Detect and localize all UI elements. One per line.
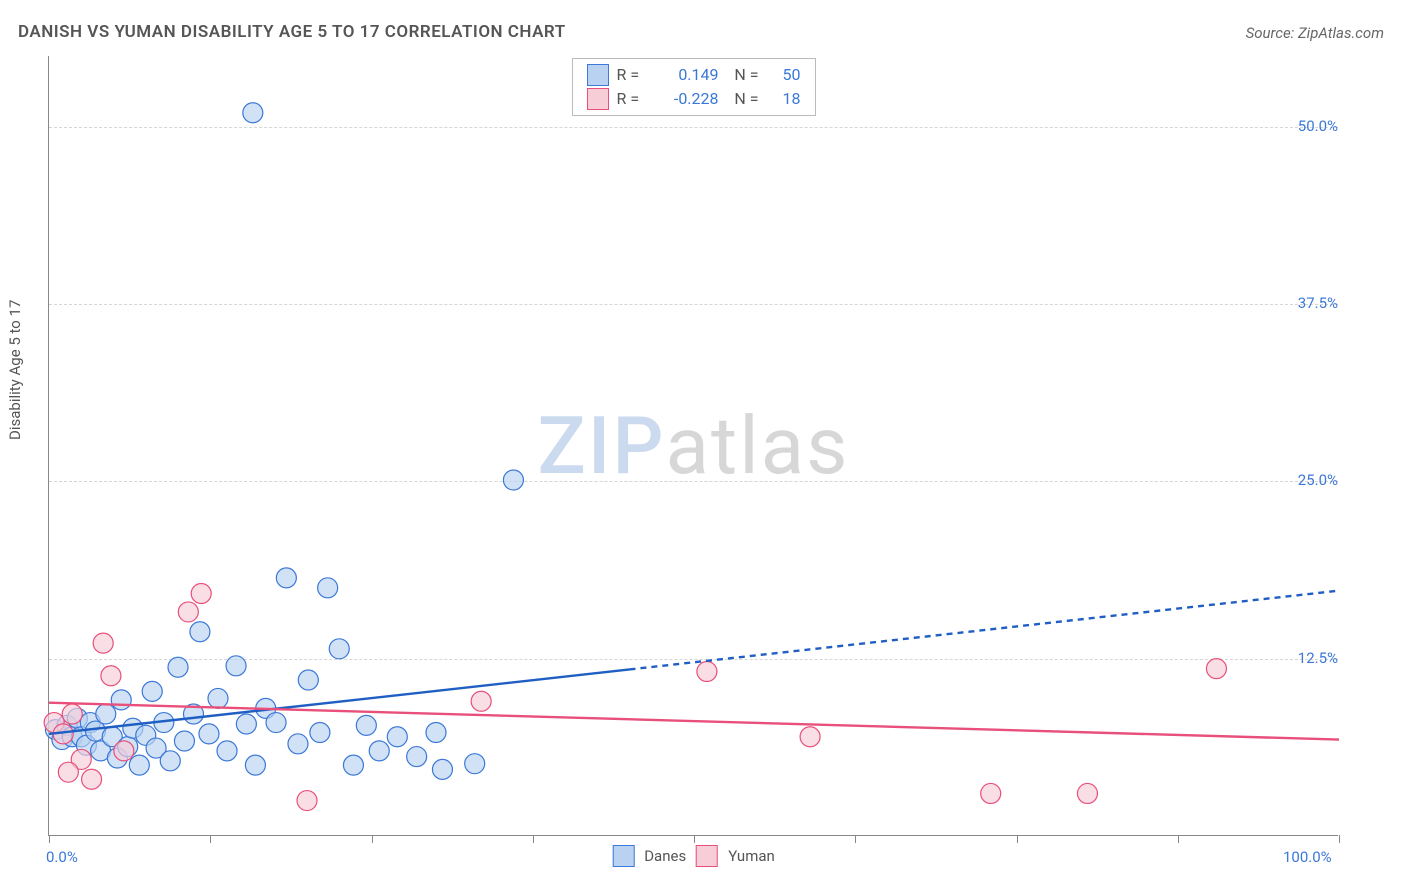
y-tick-label: 12.5% — [1278, 649, 1338, 667]
scatter-point — [266, 713, 286, 733]
legend-row: R = 0.149 N = 50 — [587, 63, 801, 87]
series-legend: Danes Yuman — [612, 845, 775, 867]
correlation-legend: R = 0.149 N = 50 R = -0.228 N = 18 — [572, 58, 816, 116]
scatter-point — [114, 741, 134, 761]
scatter-svg — [49, 56, 1338, 835]
legend-swatch — [587, 88, 609, 110]
scatter-point — [471, 691, 491, 711]
legend-text: R = — [617, 87, 649, 111]
scatter-point — [226, 656, 246, 676]
scatter-point — [276, 568, 296, 588]
scatter-point — [190, 622, 210, 642]
legend-text: -0.228 — [657, 87, 719, 111]
scatter-point — [199, 724, 219, 744]
scatter-point — [465, 754, 485, 774]
scatter-point — [369, 741, 389, 761]
trend-line — [49, 669, 630, 733]
scatter-point — [168, 657, 188, 677]
legend-label: Danes — [644, 847, 686, 865]
legend-swatch — [612, 845, 634, 867]
scatter-point — [503, 470, 523, 490]
scatter-point — [343, 755, 363, 775]
legend-swatch — [587, 64, 609, 86]
y-tick-label: 25.0% — [1278, 471, 1338, 489]
x-tick-label-left: 0.0% — [46, 848, 78, 866]
scatter-point — [58, 762, 78, 782]
scatter-point — [243, 103, 263, 123]
scatter-point — [329, 639, 349, 659]
scatter-point — [1077, 783, 1097, 803]
scatter-point — [236, 714, 256, 734]
scatter-point — [191, 583, 211, 603]
trend-line-extrapolated — [630, 591, 1340, 670]
legend-swatch — [696, 845, 718, 867]
legend-text: 0.149 — [657, 63, 719, 87]
scatter-point — [432, 759, 452, 779]
scatter-point — [101, 666, 121, 686]
legend-text: N = — [727, 63, 759, 87]
scatter-point — [111, 690, 131, 710]
scatter-point — [96, 704, 116, 724]
scatter-point — [297, 791, 317, 811]
scatter-point — [310, 722, 330, 742]
scatter-point — [129, 755, 149, 775]
legend-text: R = — [617, 63, 649, 87]
scatter-point — [142, 681, 162, 701]
scatter-point — [387, 727, 407, 747]
chart-title: DANISH VS YUMAN DISABILITY AGE 5 TO 17 C… — [18, 22, 566, 42]
legend-text: N = — [727, 87, 759, 111]
scatter-point — [318, 578, 338, 598]
scatter-point — [160, 751, 180, 771]
y-axis-label: Disability Age 5 to 17 — [6, 300, 24, 440]
scatter-point — [93, 633, 113, 653]
scatter-point — [356, 715, 376, 735]
scatter-point — [800, 727, 820, 747]
y-tick-label: 50.0% — [1278, 117, 1338, 135]
scatter-point — [1206, 659, 1226, 679]
legend-text: 50 — [767, 63, 801, 87]
y-tick-label: 37.5% — [1278, 294, 1338, 312]
scatter-point — [245, 755, 265, 775]
plot-area: ZIPatlas R =0.149N =50R =-0.228N =18 Dan… — [48, 56, 1338, 836]
scatter-point — [82, 769, 102, 789]
scatter-point — [62, 704, 82, 724]
scatter-point — [697, 661, 717, 681]
scatter-point — [217, 741, 237, 761]
scatter-point — [288, 734, 308, 754]
scatter-point — [298, 670, 318, 690]
legend-label: Yuman — [728, 847, 775, 865]
scatter-point — [981, 783, 1001, 803]
scatter-point — [208, 688, 228, 708]
legend-row: R = -0.228 N = 18 — [587, 87, 801, 111]
source-attribution: Source: ZipAtlas.com — [1246, 24, 1384, 42]
scatter-point — [407, 747, 427, 767]
scatter-point — [178, 602, 198, 622]
scatter-point — [174, 731, 194, 751]
scatter-point — [426, 722, 446, 742]
x-tick-label-right: 100.0% — [1283, 848, 1332, 866]
legend-text: 18 — [767, 87, 801, 111]
